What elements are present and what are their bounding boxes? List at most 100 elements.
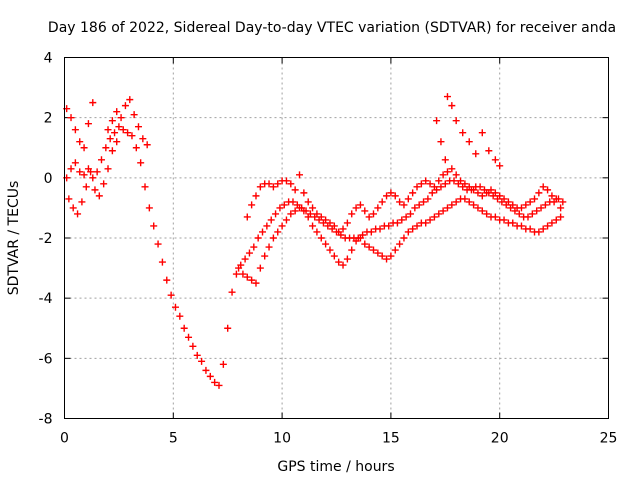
- data-point: [526, 198, 534, 206]
- data-point: [193, 351, 201, 359]
- data-point: [163, 276, 171, 284]
- data-point: [483, 189, 491, 197]
- data-point: [65, 195, 73, 203]
- data-point: [552, 195, 560, 203]
- data-point: [457, 177, 465, 185]
- data-point: [452, 171, 460, 179]
- data-point: [424, 195, 432, 203]
- data-point: [396, 198, 404, 206]
- data-point: [304, 213, 312, 221]
- data-point: [232, 270, 240, 278]
- data-point: [409, 225, 417, 233]
- data-point: [533, 207, 541, 215]
- data-point: [330, 222, 338, 230]
- data-point: [80, 171, 88, 179]
- x-tick-label: 20: [491, 431, 509, 447]
- data-point: [132, 144, 140, 152]
- data-point: [158, 258, 166, 266]
- data-point: [478, 192, 486, 200]
- data-point: [74, 210, 82, 218]
- data-point: [339, 261, 347, 269]
- data-point: [352, 204, 360, 212]
- data-point: [476, 183, 484, 191]
- data-point: [130, 111, 138, 119]
- data-point: [374, 249, 382, 257]
- data-point: [274, 228, 282, 236]
- data-point: [335, 258, 343, 266]
- data-point: [111, 129, 119, 137]
- chart-title: Day 186 of 2022, Sidereal Day-to-day VTE…: [48, 20, 616, 36]
- data-point: [470, 201, 478, 209]
- y-axis-label: SDTVAR / TECUs: [6, 181, 22, 296]
- data-point: [465, 198, 473, 206]
- data-point: [413, 183, 421, 191]
- data-point: [254, 234, 262, 242]
- data-point: [443, 93, 451, 101]
- data-point: [448, 165, 456, 173]
- data-point: [504, 198, 512, 206]
- data-point: [539, 225, 547, 233]
- data-point: [402, 213, 410, 221]
- data-point: [128, 132, 136, 140]
- data-point: [269, 234, 277, 242]
- data-point: [548, 219, 556, 227]
- data-point: [539, 183, 547, 191]
- data-point: [443, 204, 451, 212]
- data-point: [435, 177, 443, 185]
- data-point: [265, 243, 273, 251]
- data-point: [343, 255, 351, 263]
- data-point: [278, 222, 286, 230]
- data-point: [104, 126, 112, 134]
- data-point: [548, 192, 556, 200]
- data-point: [67, 165, 75, 173]
- data-point: [134, 123, 142, 131]
- data-point: [459, 129, 467, 137]
- data-point: [430, 213, 438, 221]
- data-point: [437, 138, 445, 146]
- data-point: [80, 144, 88, 152]
- data-point: [252, 279, 260, 287]
- data-point: [474, 204, 482, 212]
- data-point: [228, 288, 236, 296]
- data-point: [87, 168, 95, 176]
- data-point: [304, 198, 312, 206]
- x-tick-label: 5: [169, 431, 178, 447]
- data-point: [413, 222, 421, 230]
- data-point: [121, 102, 129, 110]
- data-point: [330, 252, 338, 260]
- data-point: [180, 324, 188, 332]
- data-point: [296, 204, 304, 212]
- data-point: [104, 165, 112, 173]
- data-point: [496, 162, 504, 170]
- data-point: [559, 198, 567, 206]
- data-point: [219, 360, 227, 368]
- data-point: [430, 183, 438, 191]
- data-point: [426, 180, 434, 188]
- data-point: [206, 372, 214, 380]
- data-point: [265, 180, 273, 188]
- data-point: [452, 117, 460, 125]
- data-point: [326, 219, 334, 227]
- data-point: [439, 171, 447, 179]
- data-point: [478, 207, 486, 215]
- data-point: [154, 240, 162, 248]
- data-point: [76, 168, 84, 176]
- x-tick-label: 25: [600, 431, 618, 447]
- data-point: [282, 216, 290, 224]
- series-spikes: [433, 93, 504, 170]
- grid-lines: [64, 57, 609, 419]
- data-point: [428, 189, 436, 197]
- y-tick-label: -6: [39, 351, 53, 367]
- y-axis-ticks: -8 -6 -4 -2 0 2 4: [39, 51, 609, 428]
- data-point: [385, 222, 393, 230]
- data-point: [526, 225, 534, 233]
- data-point: [339, 225, 347, 233]
- data-point: [356, 201, 364, 209]
- data-point: [198, 357, 206, 365]
- y-tick-label: -4: [39, 291, 53, 307]
- series-lower: [65, 138, 565, 287]
- x-tick-label: 0: [60, 431, 69, 447]
- series-main: [63, 123, 567, 389]
- data-point: [185, 333, 193, 341]
